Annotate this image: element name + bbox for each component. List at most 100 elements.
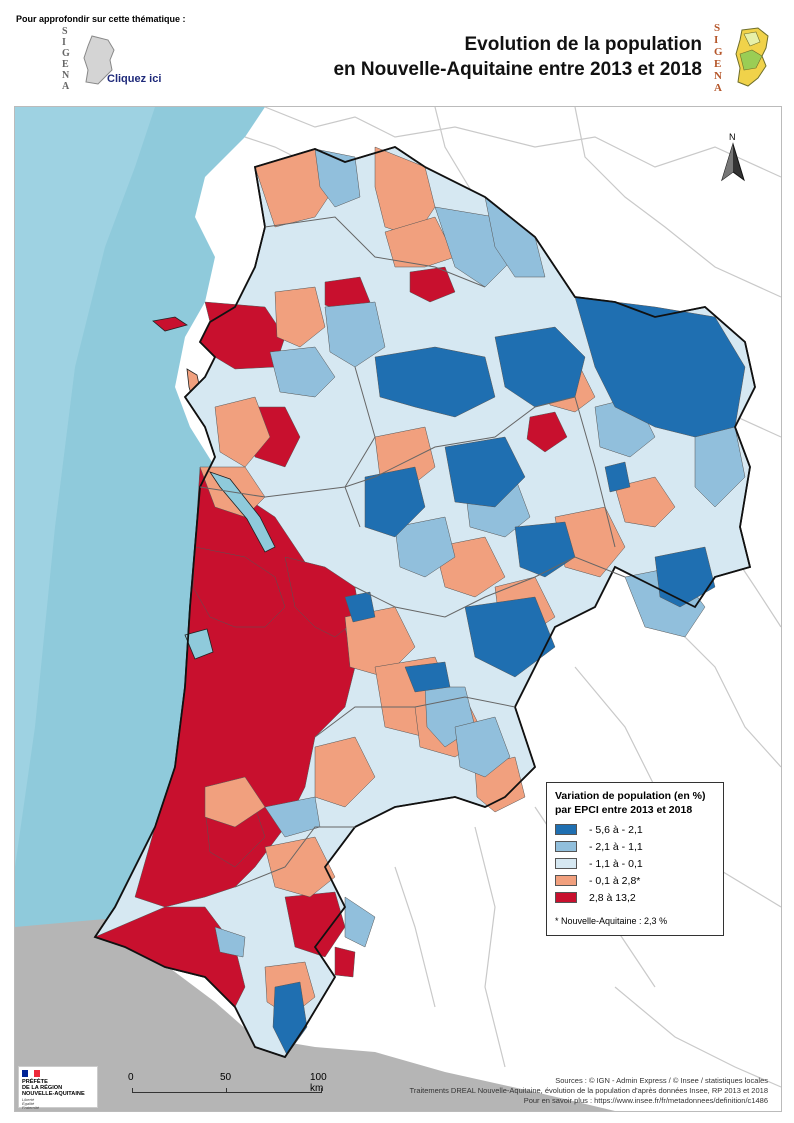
scale-line [132, 1092, 322, 1093]
legend-swatch [555, 824, 577, 835]
legend-row: - 2,1 à - 1,1 [555, 838, 715, 855]
legend-title-line-1: Variation de population (en %) [555, 790, 706, 802]
legend-swatch [555, 875, 577, 886]
epci-agenais-blue [454, 716, 511, 778]
logo-letter: G [714, 46, 723, 58]
prefecture-logo: PRÉFÈTE DE LA RÉGION NOUVELLE-AQUITAINE … [18, 1066, 98, 1110]
epci-vienne-center [384, 216, 456, 268]
epci-cognac-blue [394, 516, 456, 578]
ile-de-re [152, 316, 188, 332]
epci-niort [274, 286, 326, 348]
epci-mont-de-marsan-salmon [314, 736, 376, 808]
region-outline-icon [83, 35, 115, 85]
scale-label: 100 km [310, 1072, 327, 1094]
epci-brive-salmon [614, 476, 676, 528]
epci-perigord-dark [514, 521, 576, 578]
top-note: Pour approfondir sur cette thématique : [16, 14, 186, 24]
legend-title-line-2: par EPCI entre 2013 et 2018 [555, 804, 693, 816]
epci-bassin-arcachon [192, 546, 286, 628]
sources-line: Sources : © IGN - Admin Express / © Inse… [555, 1076, 768, 1085]
epci-limousin-dark [604, 461, 631, 493]
legend-label: - 5,6 à - 2,1 [589, 823, 643, 836]
legend-label: - 0,1 à 2,8* [589, 874, 641, 887]
legend-row: 2,8 à 13,2 [555, 889, 715, 906]
sigena-small-logo[interactable]: S I G E N A [62, 26, 115, 96]
scale-tick [226, 1088, 227, 1093]
title-line-2: en Nouvelle-Aquitaine entre 2013 et 2018 [333, 59, 702, 80]
logo-letter: N [62, 70, 70, 81]
prefecture-name: PRÉFÈTE DE LA RÉGION NOUVELLE-AQUITAINE [22, 1079, 85, 1097]
marianne-flag-icon [22, 1070, 40, 1077]
legend-swatch [555, 858, 577, 869]
scale-tick [321, 1088, 322, 1093]
epci-pau-red [284, 891, 346, 958]
sources-block: Sources : © IGN - Admin Express / © Inse… [410, 1076, 768, 1106]
epci-gironde-dark [344, 591, 376, 623]
epci-dordogne-north-dark [364, 466, 426, 538]
motto-line: Égalité [22, 1101, 35, 1106]
epci-limoges-red [526, 411, 568, 453]
epci-charente-limousin-dark [374, 346, 496, 418]
sources-line: Traitements DREAL Nouvelle-Aquitaine, év… [409, 1086, 768, 1095]
logo-letter: S [62, 26, 68, 37]
atlantic-ocean-shade [15, 107, 155, 867]
logo-letter: A [714, 82, 722, 94]
epci-saintes-salmon [214, 396, 271, 468]
sources-line: Pour en savoir plus : https://www.insee.… [523, 1096, 768, 1105]
prefecture-line-2: DE LA RÉGION [22, 1085, 63, 1091]
scale-label: 0 [128, 1072, 134, 1083]
epci-creuse-east-dark [574, 296, 746, 438]
legend-label: 2,8 à 13,2 [589, 891, 636, 904]
scale-label: 50 [220, 1072, 232, 1083]
republic-motto: Liberté Égalité Fraternité [22, 1098, 39, 1110]
legend-title: Variation de population (en %) par EPCI … [555, 789, 715, 817]
map-title: Evolution de la population en Nouvelle-A… [333, 32, 702, 82]
motto-line: Liberté [22, 1097, 35, 1102]
legend-note: * Nouvelle-Aquitaine : 2,3 % [555, 916, 668, 926]
prefecture-line-1: PRÉFÈTE [22, 1079, 48, 1085]
scale-tick [132, 1088, 133, 1093]
more-info-link[interactable]: Cliquez ici [107, 73, 162, 85]
logo-letter: A [62, 81, 70, 92]
motto-line: Fraternité [22, 1105, 40, 1110]
logo-letter: I [62, 37, 66, 48]
epci-pays-basque-blue [214, 926, 246, 958]
epci-dax-salmon [204, 776, 266, 828]
logo-letter: E [62, 59, 69, 70]
prefecture-line-3: NOUVELLE-AQUITAINE [22, 1091, 85, 1097]
legend-swatch [555, 892, 577, 903]
north-label: N [729, 132, 736, 142]
epci-dordogne-center-dark [444, 436, 526, 508]
epci-agen-dark [404, 661, 451, 693]
epci-bearn-blue [344, 896, 376, 948]
epci-niort-blue [269, 346, 336, 398]
epci-gironde-east-salmon [344, 606, 416, 678]
legend-row: - 0,1 à 2,8* [555, 872, 715, 889]
legend-row: - 5,6 à - 2,1 [555, 821, 715, 838]
gironde-estuary [209, 471, 276, 553]
sigena-logo: S I G E N A [714, 22, 774, 98]
region-map-icon [735, 27, 769, 87]
choropleth-map[interactable] [14, 106, 782, 1112]
title-line-1: Evolution de la population [464, 34, 703, 55]
logo-letter: N [714, 70, 722, 82]
epci-deux-sevres-blue [314, 148, 361, 208]
logo-letter: S [714, 22, 721, 34]
department-borders [199, 216, 626, 888]
legend-label: - 1,1 à - 0,1 [589, 857, 643, 870]
region-outline [93, 146, 756, 1059]
logo-letter: G [62, 48, 70, 59]
logo-letter: E [714, 58, 722, 70]
logo-letter: I [714, 34, 719, 46]
north-arrow-icon [721, 142, 745, 182]
arcachon-basin [184, 628, 214, 660]
scale-bar: 0 50 100 km [128, 1072, 338, 1102]
north-arrow: N [716, 132, 750, 184]
epci-poitiers-blue [324, 301, 386, 368]
map-legend: Variation de population (en %) par EPCI … [546, 782, 724, 936]
epci-lot-et-garonne-dark [464, 596, 556, 678]
legend-label: - 2,1 à - 1,1 [589, 840, 643, 853]
epci-lourdes-red [334, 946, 356, 978]
epci-correze-dark [654, 546, 716, 608]
legend-swatch [555, 841, 577, 852]
